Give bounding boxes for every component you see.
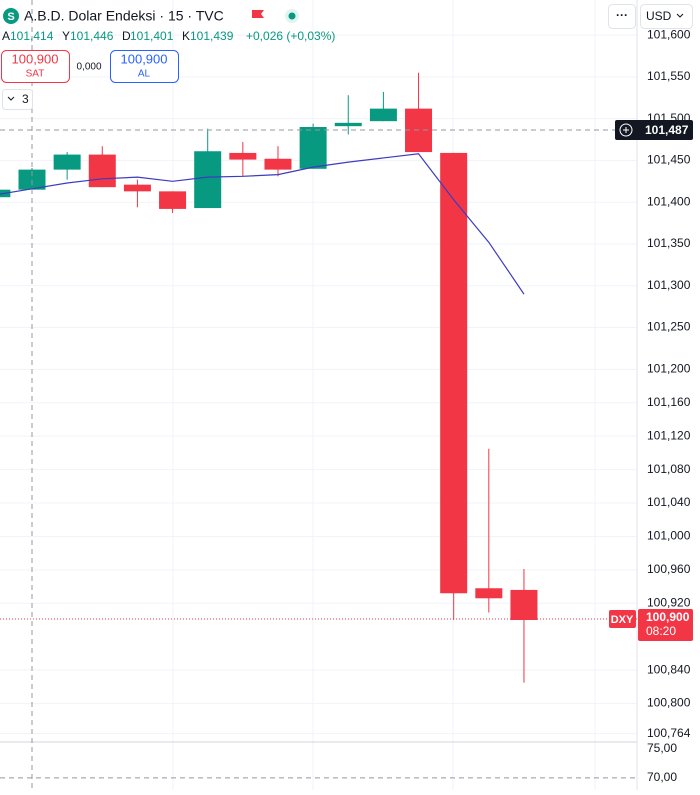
change: +0,026 (+0,03%): [246, 29, 335, 43]
y-tick-label: 100,800: [647, 696, 691, 710]
symbol-title[interactable]: A.B.D. Dolar Endeksi · 15 · TVC: [24, 8, 224, 24]
y-tick-label: 101,550: [647, 69, 691, 83]
y-tick-label: 101,120: [647, 428, 691, 442]
buy-label: AL: [138, 69, 151, 80]
plot: [0, 72, 538, 683]
candle-body: [194, 151, 222, 209]
candle-body: [440, 152, 468, 594]
ohlc-key: K: [182, 29, 190, 43]
ohlc: A 101,414 Y 101,446 D 101,401 K 101,439: [2, 29, 234, 43]
menu-button[interactable]: [608, 4, 636, 29]
candle-body: [334, 122, 362, 127]
y-tick-label: 100,764: [647, 726, 691, 740]
last-price-label: [638, 609, 693, 641]
ohlc-key: Y: [62, 29, 70, 43]
candle-body: [53, 154, 81, 170]
ohlc-value: 101,446: [70, 29, 114, 43]
y-tick-label: 101,200: [647, 362, 691, 376]
candle-body: [264, 158, 292, 170]
candle-body: [229, 152, 257, 160]
ohlc-value: 101,439: [190, 29, 234, 43]
ohlc-key: D: [122, 29, 131, 43]
countdown: 08:20: [646, 624, 676, 638]
candle-body: [369, 108, 397, 122]
currency: USD: [646, 9, 672, 23]
candle-body: [299, 127, 327, 169]
last-price: 100,900: [646, 610, 690, 624]
y-tick-label: 101,000: [647, 529, 691, 543]
y-tick-label: 70,00: [647, 770, 677, 784]
y-tick-label: 101,350: [647, 236, 691, 250]
symbol-tag: [609, 610, 636, 628]
candle-body: [159, 191, 187, 209]
y-tick-label: 101,250: [647, 320, 691, 334]
ohlc-key: A: [2, 29, 10, 43]
y-tick-label: 101,040: [647, 495, 691, 509]
crosshair-price: 101,487: [645, 123, 689, 137]
y-tick-label: 101,080: [647, 462, 691, 476]
y-tick-label: 100,960: [647, 562, 691, 576]
ohlc-value: 101,401: [130, 29, 174, 43]
chevron: [676, 13, 684, 18]
plus: [623, 127, 629, 133]
spread: 0,000: [76, 62, 101, 73]
sell-price: 100,900: [12, 51, 59, 66]
menu-icon: ···: [616, 8, 628, 22]
y-tick-label: 100,840: [647, 662, 691, 676]
indicators-toggle[interactable]: [2, 89, 33, 110]
y-tick-label: 100,920: [647, 595, 691, 609]
y-tick-label: 101,450: [647, 153, 691, 167]
symbol-icon: [3, 8, 19, 24]
candle-body: [18, 169, 46, 190]
sell-label: SAT: [26, 69, 45, 80]
symbol-tag-text: DXY: [611, 614, 634, 626]
y-tick-label: 101,160: [647, 395, 691, 409]
plus-icon[interactable]: [619, 123, 633, 137]
flag[interactable]: [252, 10, 264, 18]
y-tick-label: 75,00: [647, 741, 677, 755]
indicators-count: 3: [22, 92, 29, 106]
buy-price: 100,900: [121, 51, 168, 66]
crosshair-label: [615, 120, 693, 140]
candle-body: [475, 588, 503, 599]
moving-average: [0, 153, 525, 295]
candle-body: [88, 154, 116, 188]
candle-body: [123, 184, 151, 192]
sell-button[interactable]: [1, 50, 70, 83]
ohlc-value: 101,414: [10, 29, 54, 43]
y-tick-label: 101,600: [647, 27, 691, 41]
candle-body: [510, 589, 538, 621]
currency-button[interactable]: [640, 4, 693, 29]
y-tick-label: 101,400: [647, 194, 691, 208]
chevron: [7, 96, 15, 101]
buy-button[interactable]: [110, 50, 179, 83]
symbol-icon-text: S: [7, 11, 14, 23]
status-dot: [288, 12, 296, 20]
y-tick-label: 101,300: [647, 278, 691, 292]
